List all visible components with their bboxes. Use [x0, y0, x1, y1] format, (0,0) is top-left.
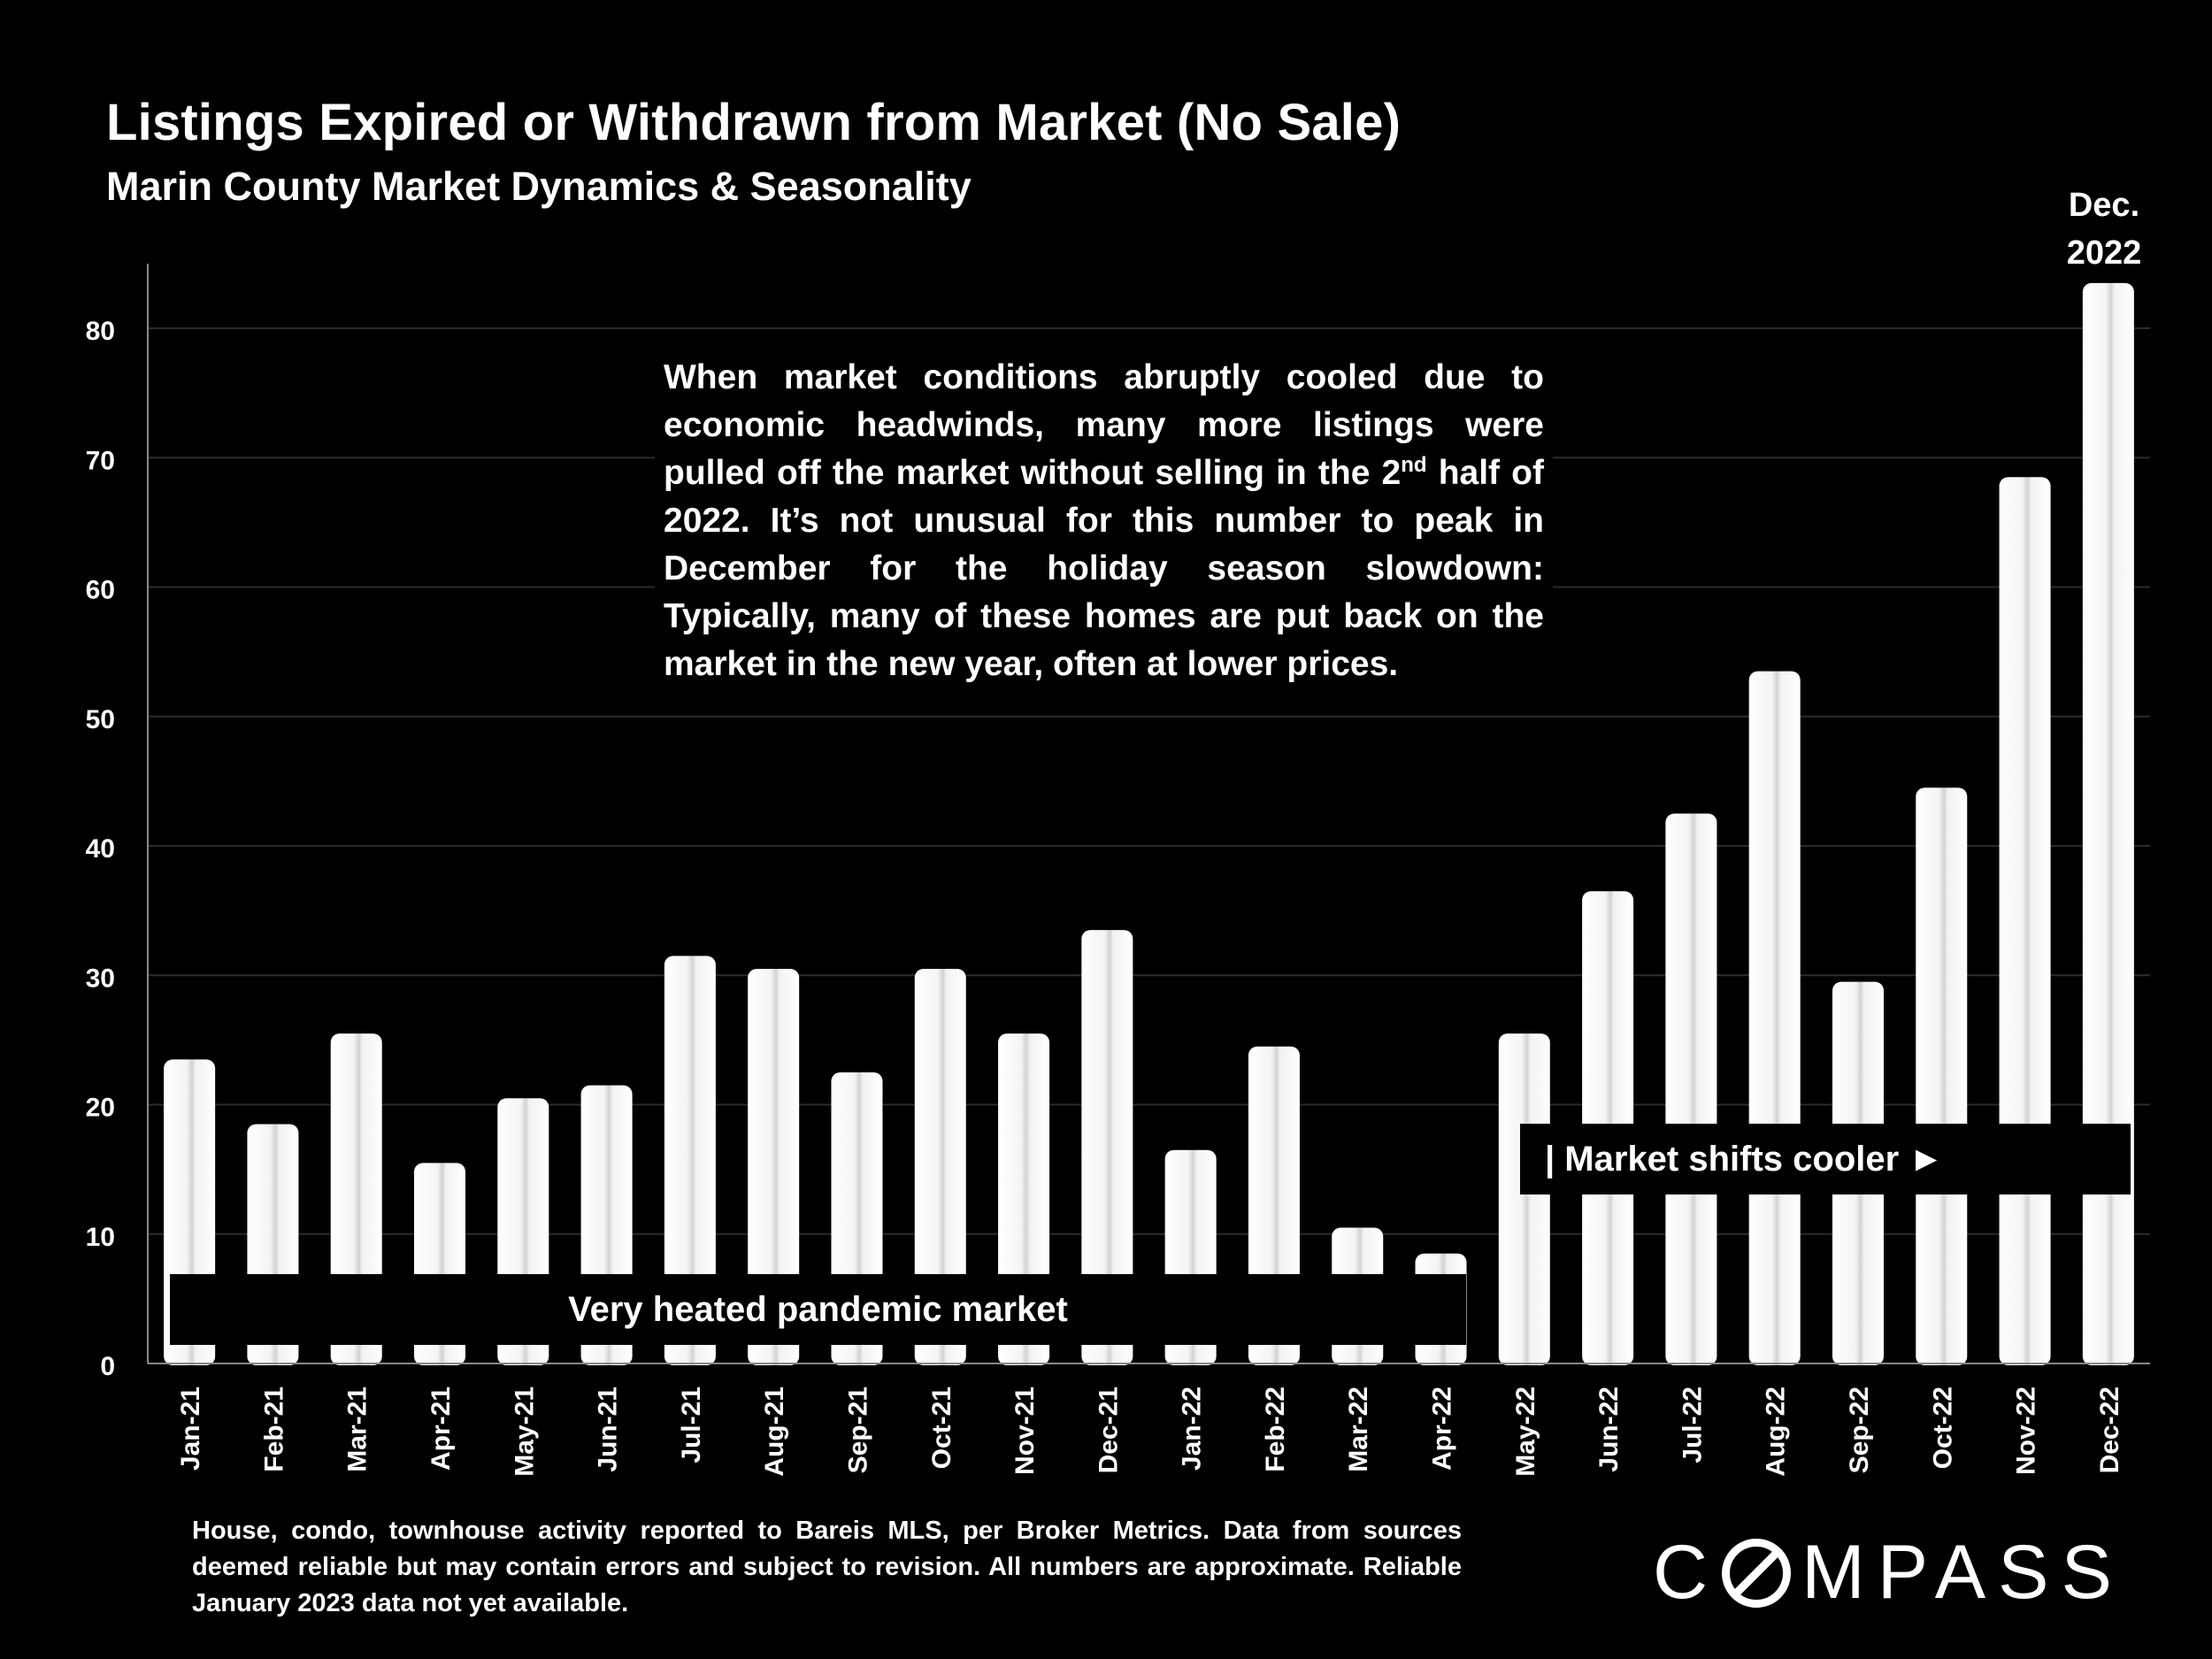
y-tick-label: 70 [86, 446, 115, 475]
annotation-text-part2: half of 2022. It’s not unusual for this … [664, 454, 1544, 683]
x-tick-label: Dec-22 [2095, 1386, 2124, 1473]
annotation-text-part1: When market conditions abruptly cooled d… [664, 358, 1544, 492]
x-tick-label: May-22 [1511, 1386, 1540, 1477]
chart-subtitle: Marin County Market Dynamics & Seasonali… [106, 164, 972, 209]
x-tick-label: Aug-21 [760, 1386, 789, 1477]
y-tick-label: 50 [86, 705, 115, 734]
x-tick-label: Oct-22 [1928, 1386, 1957, 1469]
y-tick-label: 30 [86, 964, 115, 993]
peak-label-line1: Dec. [2068, 187, 2140, 224]
annotation-text: When market conditions abruptly cooled d… [655, 354, 1553, 688]
x-tick-label: Apr-22 [1428, 1386, 1457, 1471]
x-tick-label: Apr-21 [426, 1386, 456, 1471]
y-tick-label: 80 [86, 317, 115, 346]
x-tick-label: Jul-21 [677, 1386, 706, 1463]
x-tick-label: May-21 [510, 1386, 539, 1477]
logo-compass-o-icon [1722, 1538, 1792, 1608]
x-tick-label: Feb-21 [259, 1386, 288, 1472]
chart-title: Listings Expired or Withdrawn from Marke… [106, 94, 1402, 151]
bar [664, 956, 716, 1365]
bar [748, 968, 800, 1365]
x-tick-label: Dec-21 [1094, 1386, 1123, 1473]
y-tick-label: 10 [86, 1223, 115, 1252]
x-tick-label: Aug-22 [1762, 1386, 1791, 1477]
bar [2082, 282, 2134, 1365]
y-tick-label: 20 [86, 1094, 115, 1123]
cooler-market-band: | Market shifts cooler ► [1520, 1124, 2131, 1194]
logo-text-end: MPASS [1801, 1530, 2124, 1615]
x-tick-label: Mar-21 [343, 1386, 373, 1472]
x-tick-labels: Jan-21 Feb-21 Mar-21 Apr-21 May-21 Jun-21 Jul-… [176, 1386, 2124, 1477]
peak-label-line2: 2022 [2066, 234, 2142, 272]
footnote: House, condo, townhouse activity reporte… [192, 1517, 1462, 1617]
x-tick-label: Nov-21 [1010, 1386, 1040, 1475]
axes [147, 264, 2150, 1364]
bar [1748, 671, 1801, 1365]
x-tick-label: Jul-22 [1678, 1386, 1707, 1463]
bar [1665, 813, 1717, 1365]
x-tick-label: Jun-21 [594, 1386, 623, 1472]
x-tick-label: Nov-22 [2012, 1386, 2041, 1475]
x-tick-label: Jan-22 [1178, 1386, 1207, 1471]
bar [1999, 477, 2051, 1365]
x-tick-label: Sep-22 [1845, 1386, 1874, 1473]
x-tick-label: Feb-22 [1261, 1386, 1290, 1472]
heated-market-band: Very heated pandemic market [170, 1274, 1466, 1345]
logo-text-start: C [1653, 1530, 1721, 1615]
compass-logo: C MPASS [1653, 1529, 2124, 1617]
x-tick-label: Jan-21 [176, 1386, 205, 1471]
y-tick-label: 40 [86, 834, 115, 864]
bar [1498, 1033, 1550, 1365]
x-tick-label: Jun-22 [1594, 1386, 1624, 1472]
peak-label: Dec. 2022 [2024, 181, 2184, 277]
annotation-superscript: nd [1401, 453, 1427, 477]
x-tick-label: Oct-21 [927, 1386, 956, 1469]
y-tick-label: 0 [100, 1352, 115, 1381]
y-tick-labels: 0 10 20 30 40 50 60 70 80 [86, 317, 115, 1381]
y-tick-label: 60 [86, 576, 115, 605]
bar [914, 968, 966, 1365]
x-tick-label: Mar-22 [1344, 1386, 1373, 1472]
x-tick-label: Sep-21 [843, 1386, 872, 1473]
bar [1916, 787, 1968, 1365]
bar [1081, 930, 1133, 1365]
